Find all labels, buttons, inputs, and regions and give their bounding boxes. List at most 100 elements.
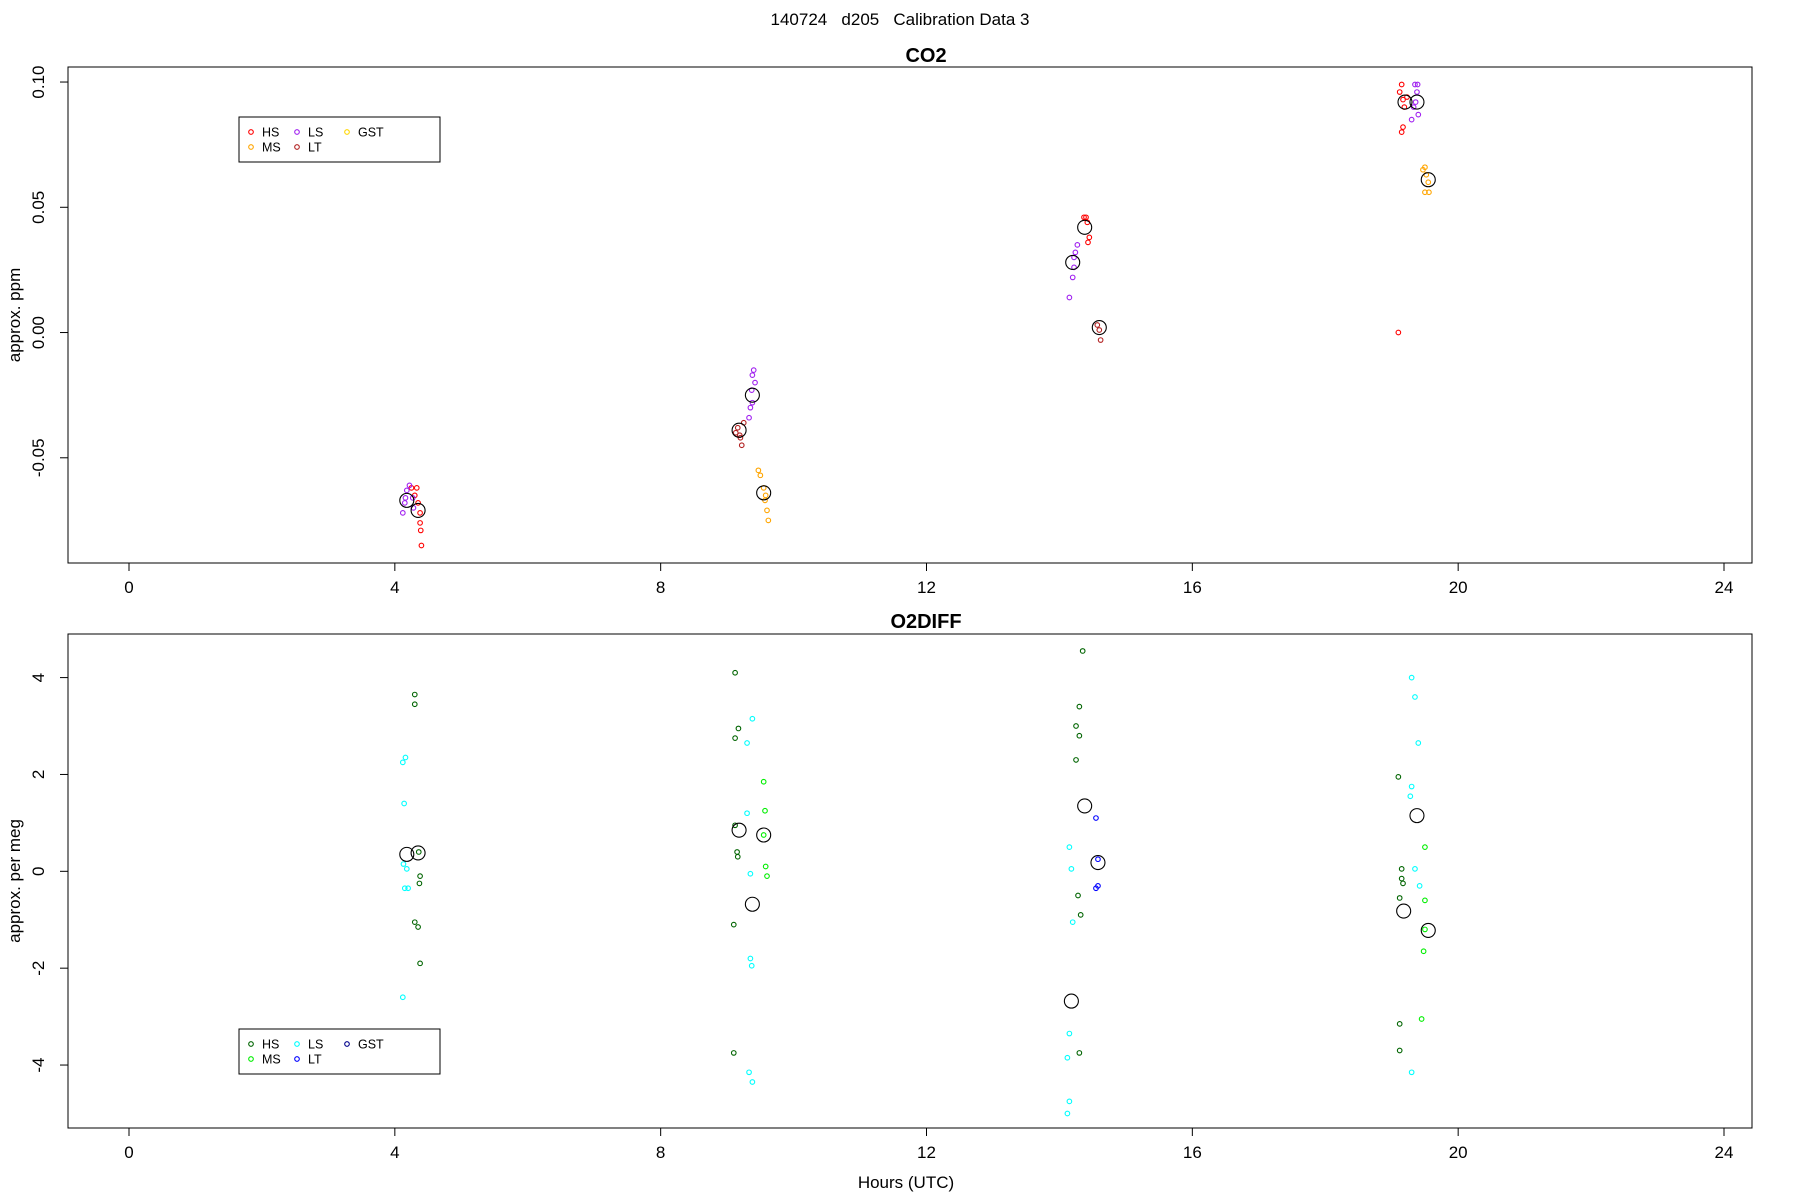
data-point-ls [1408, 116, 1415, 123]
data-point-hs [1400, 96, 1406, 103]
data-point-hs [1085, 239, 1091, 246]
data-point-ls [749, 715, 756, 722]
mean-marker [410, 845, 426, 861]
data-point-hs [1081, 214, 1087, 221]
panel-title: CO2 [905, 45, 946, 67]
data-point-ls [1416, 882, 1423, 889]
data-point-lt [738, 442, 745, 449]
data-point-ls [402, 754, 409, 761]
mean-marker [731, 822, 747, 838]
co2-panel: CO2 0 4 8 12 16 20 24 -0.05 0.00 0.05 0.10 approx. p… [5, 45, 1753, 597]
data-point-ls [1066, 294, 1073, 301]
mean-marker [756, 827, 772, 843]
data-point-hs [1073, 723, 1079, 729]
data-point-lt [734, 424, 741, 431]
data-point-lt [1097, 337, 1104, 343]
data-point-ms [762, 807, 768, 814]
y-tick-label: 4 [29, 673, 48, 682]
data-point-hs [1079, 648, 1086, 654]
data-point-ls [401, 500, 408, 506]
data-point-hs [417, 873, 423, 880]
legend-label-gst: GST [358, 126, 384, 140]
mean-marker [744, 896, 760, 912]
data-point-hs [1396, 1047, 1403, 1054]
mean-marker [1420, 172, 1436, 188]
data-point-ls [1066, 1030, 1073, 1037]
mean-marker [1420, 922, 1436, 938]
data-point-ms [1422, 164, 1428, 171]
data-point-ls [1066, 844, 1073, 850]
data-point-hs [1396, 895, 1403, 901]
x-axis-title: Hours (UTC) [858, 1173, 954, 1192]
data-point-ms [765, 517, 772, 524]
mean-marker [1409, 94, 1425, 110]
data-point-ls [401, 885, 408, 892]
data-point-hs [1396, 89, 1403, 95]
data-point-ls [746, 1069, 752, 1076]
data-point-ls [747, 955, 754, 962]
data-point-ms [1422, 844, 1428, 850]
data-point-hs [1398, 875, 1405, 882]
data-point-ms [760, 778, 767, 785]
data-point-hs [1083, 214, 1089, 221]
data-point-hs [418, 542, 425, 549]
legend-box [238, 1028, 441, 1075]
mean-marker [399, 846, 415, 862]
mean-marker [1077, 798, 1093, 814]
legend-label-ls: LS [308, 1038, 323, 1052]
data-point-hs [1076, 703, 1083, 710]
legend-label-ms: MS [262, 1053, 281, 1067]
data-point-hs [1395, 329, 1402, 336]
data-point-ls [746, 414, 752, 421]
y-tick-label: 0.00 [29, 316, 48, 349]
data-point-hs [411, 691, 418, 698]
legend-swatch-hs [248, 129, 254, 135]
data-point-ls [1066, 1098, 1073, 1105]
data-point-ms [1426, 189, 1432, 196]
data-point-ms [757, 472, 764, 479]
data-point-hs [1086, 234, 1093, 241]
legend-swatch-hs [248, 1041, 254, 1047]
data-point-ms [762, 492, 769, 499]
data-point-hs [730, 921, 737, 928]
data-point-ls [1069, 274, 1076, 281]
data-point-hs [1398, 866, 1405, 872]
mean-marker [410, 502, 426, 518]
data-point-ms [755, 467, 762, 474]
data-point-hs [734, 853, 741, 860]
data-point-ls [748, 962, 755, 969]
data-point-ls [1074, 242, 1081, 248]
data-point-ms [764, 873, 770, 880]
x-tick-label: 4 [390, 578, 399, 597]
y-tick-label: 0.10 [29, 65, 48, 98]
data-point-ls [749, 1079, 756, 1085]
x-tick-label: 8 [656, 578, 665, 597]
data-point-lt [732, 429, 739, 436]
data-point-ls [1412, 81, 1418, 88]
data-point-hs [415, 849, 422, 855]
data-point-hs [735, 725, 742, 732]
data-point-ls [1408, 783, 1415, 790]
y-tick-label: -0.05 [29, 438, 48, 477]
legend-swatch-gst [344, 129, 350, 135]
mean-marker [1091, 319, 1107, 336]
mean-marker [1065, 254, 1081, 270]
y-tick-label: 0 [29, 867, 48, 876]
x-tick-label: 0 [124, 1143, 133, 1162]
mean-marker [1396, 903, 1412, 919]
data-point-ls [406, 482, 413, 489]
data-point-ls [400, 861, 407, 867]
data-point-ms [760, 832, 767, 838]
data-point-ls [747, 404, 754, 411]
data-point-ms [764, 507, 770, 514]
legend-swatch-ls [294, 129, 300, 135]
x-tick-label: 12 [917, 578, 936, 597]
legend-label-lt: LT [308, 1053, 322, 1067]
data-point-ls [750, 367, 757, 373]
x-tick-label: 16 [1183, 1143, 1202, 1162]
data-point-ms [1425, 179, 1432, 186]
data-point-ls [1412, 866, 1418, 872]
legend-label-ls: LS [308, 126, 323, 140]
